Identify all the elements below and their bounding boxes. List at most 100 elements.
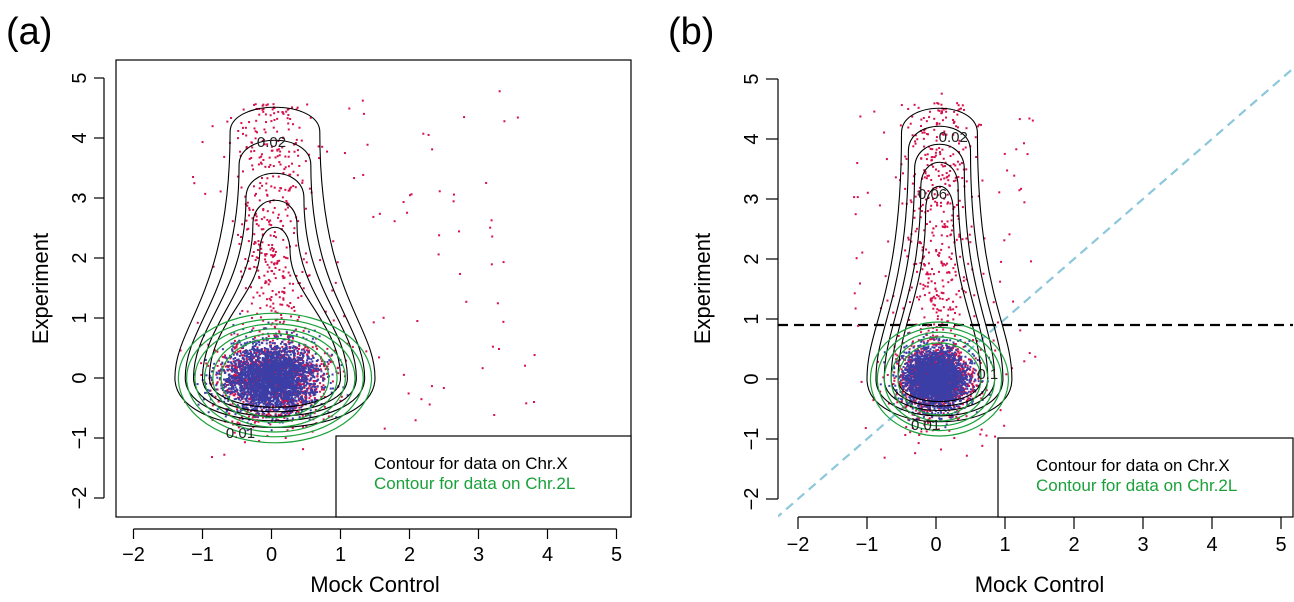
point-chr-2l	[309, 361, 311, 363]
point-chr-2l	[310, 409, 312, 411]
panel-a: 0.020.01(a)−2 −1 0 1 2 3 4 5−2−1012345Mock Cont…	[6, 11, 631, 597]
point-chr-2l	[241, 397, 243, 399]
point-chr-x	[247, 311, 249, 313]
point-chr-2l	[263, 397, 265, 399]
point-chr-x	[270, 299, 272, 301]
point-chr-2l	[311, 400, 313, 402]
point-chr-x	[262, 209, 264, 211]
point-chr-x	[258, 225, 260, 227]
point-chr-x	[253, 266, 255, 268]
point-chr-2l	[304, 390, 306, 392]
point-chr-x	[287, 207, 289, 209]
point-chr-2l	[245, 361, 247, 363]
point-chr-x	[291, 307, 293, 309]
point-chr-2l	[283, 403, 285, 405]
point-chr-2l	[270, 345, 272, 347]
point-chr-2l	[280, 385, 282, 387]
point-chr-x	[253, 150, 255, 152]
point-chr-x	[242, 170, 244, 172]
point-chr-2l	[274, 391, 276, 393]
point-chr-x	[326, 348, 328, 350]
point-chr-x	[409, 194, 411, 196]
point-chr-2l	[278, 393, 280, 395]
point-chr-x	[321, 389, 323, 391]
point-chr-2l	[298, 343, 300, 345]
point-chr-2l	[302, 401, 304, 403]
point-chr-2l	[305, 393, 307, 395]
point-chr-x	[308, 397, 310, 399]
y-tick-label: 2	[69, 252, 91, 263]
point-chr-x	[259, 182, 261, 184]
point-chr-x	[246, 205, 248, 207]
point-chr-2l	[267, 357, 269, 359]
point-chr-x	[282, 225, 284, 227]
point-chr-x	[254, 241, 256, 243]
point-chr-2l	[249, 365, 251, 367]
point-chr-x	[289, 189, 291, 191]
point-chr-x	[403, 374, 405, 376]
point-chr-2l	[308, 368, 310, 370]
point-chr-x	[279, 296, 281, 298]
point-chr-2l	[238, 366, 240, 368]
point-chr-2l	[255, 402, 257, 404]
point-chr-x	[503, 261, 505, 263]
point-chr-2l	[230, 376, 232, 378]
point-chr-2l	[300, 398, 302, 400]
point-chr-x	[273, 127, 275, 129]
point-chr-2l	[286, 418, 288, 420]
point-chr-2l	[293, 366, 295, 368]
point-chr-2l	[264, 391, 266, 393]
point-chr-2l	[239, 355, 241, 357]
point-chr-x	[294, 310, 296, 312]
point-chr-2l	[306, 382, 308, 384]
point-chr-2l	[271, 348, 273, 350]
point-chr-2l	[261, 392, 263, 394]
point-chr-x	[255, 219, 257, 221]
point-chr-2l	[250, 386, 252, 388]
point-chr-x	[256, 223, 258, 225]
point-chr-2l	[232, 369, 234, 371]
point-chr-2l	[296, 334, 298, 336]
point-chr-x	[274, 310, 276, 312]
point-chr-2l	[254, 390, 256, 392]
point-chr-2l	[284, 359, 286, 361]
point-chr-x	[292, 289, 294, 291]
point-chr-2l	[260, 361, 262, 363]
point-chr-2l	[265, 386, 267, 388]
point-chr-x	[533, 401, 535, 403]
point-chr-x	[284, 156, 286, 158]
point-chr-2l	[265, 376, 267, 378]
point-chr-2l	[256, 370, 258, 372]
point-chr-2l	[255, 376, 257, 378]
point-chr-2l	[274, 376, 276, 378]
point-chr-2l	[301, 377, 303, 379]
point-chr-x	[249, 268, 251, 270]
point-chr-x	[248, 121, 250, 123]
point-chr-2l	[254, 363, 256, 365]
point-chr-x	[498, 348, 500, 350]
point-chr-2l	[306, 372, 308, 374]
point-chr-2l	[301, 380, 303, 382]
y-tick-label: 5	[69, 72, 91, 83]
point-chr-x	[303, 330, 305, 332]
point-chr-2l	[249, 356, 251, 358]
point-chr-2l	[281, 373, 283, 375]
point-chr-2l	[244, 355, 246, 357]
point-chr-x	[931, 338, 933, 340]
point-chr-x	[212, 125, 214, 127]
point-chr-x	[281, 346, 283, 348]
point-chr-2l	[258, 367, 260, 369]
point-chr-x	[282, 299, 284, 301]
point-chr-2l	[323, 373, 325, 375]
point-chr-2l	[271, 429, 273, 431]
point-chr-2l	[271, 359, 273, 361]
point-chr-x	[270, 254, 272, 256]
point-chr-2l	[270, 369, 272, 371]
point-chr-x	[285, 200, 287, 202]
point-chr-x	[335, 282, 337, 284]
point-chr-2l	[293, 369, 295, 371]
point-chr-2l	[279, 347, 281, 349]
point-chr-2l	[294, 355, 296, 357]
point-chr-x	[309, 274, 311, 276]
point-chr-x	[270, 270, 272, 272]
